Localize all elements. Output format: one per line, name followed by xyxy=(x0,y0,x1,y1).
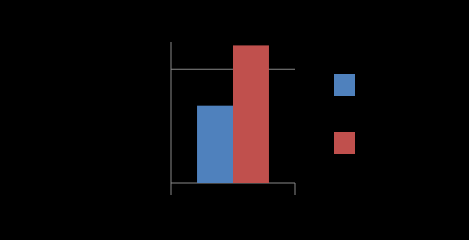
legend-swatch xyxy=(334,132,355,154)
bar xyxy=(197,105,233,183)
chart: 01 xyxy=(157,42,355,195)
y-tick-label: 1 xyxy=(157,63,163,75)
y-tick-label: 0 xyxy=(157,177,163,189)
legend-swatch xyxy=(334,74,355,96)
bar xyxy=(233,45,269,184)
page: 01 (() => { const data = JSON.parse(docu… xyxy=(157,42,355,195)
